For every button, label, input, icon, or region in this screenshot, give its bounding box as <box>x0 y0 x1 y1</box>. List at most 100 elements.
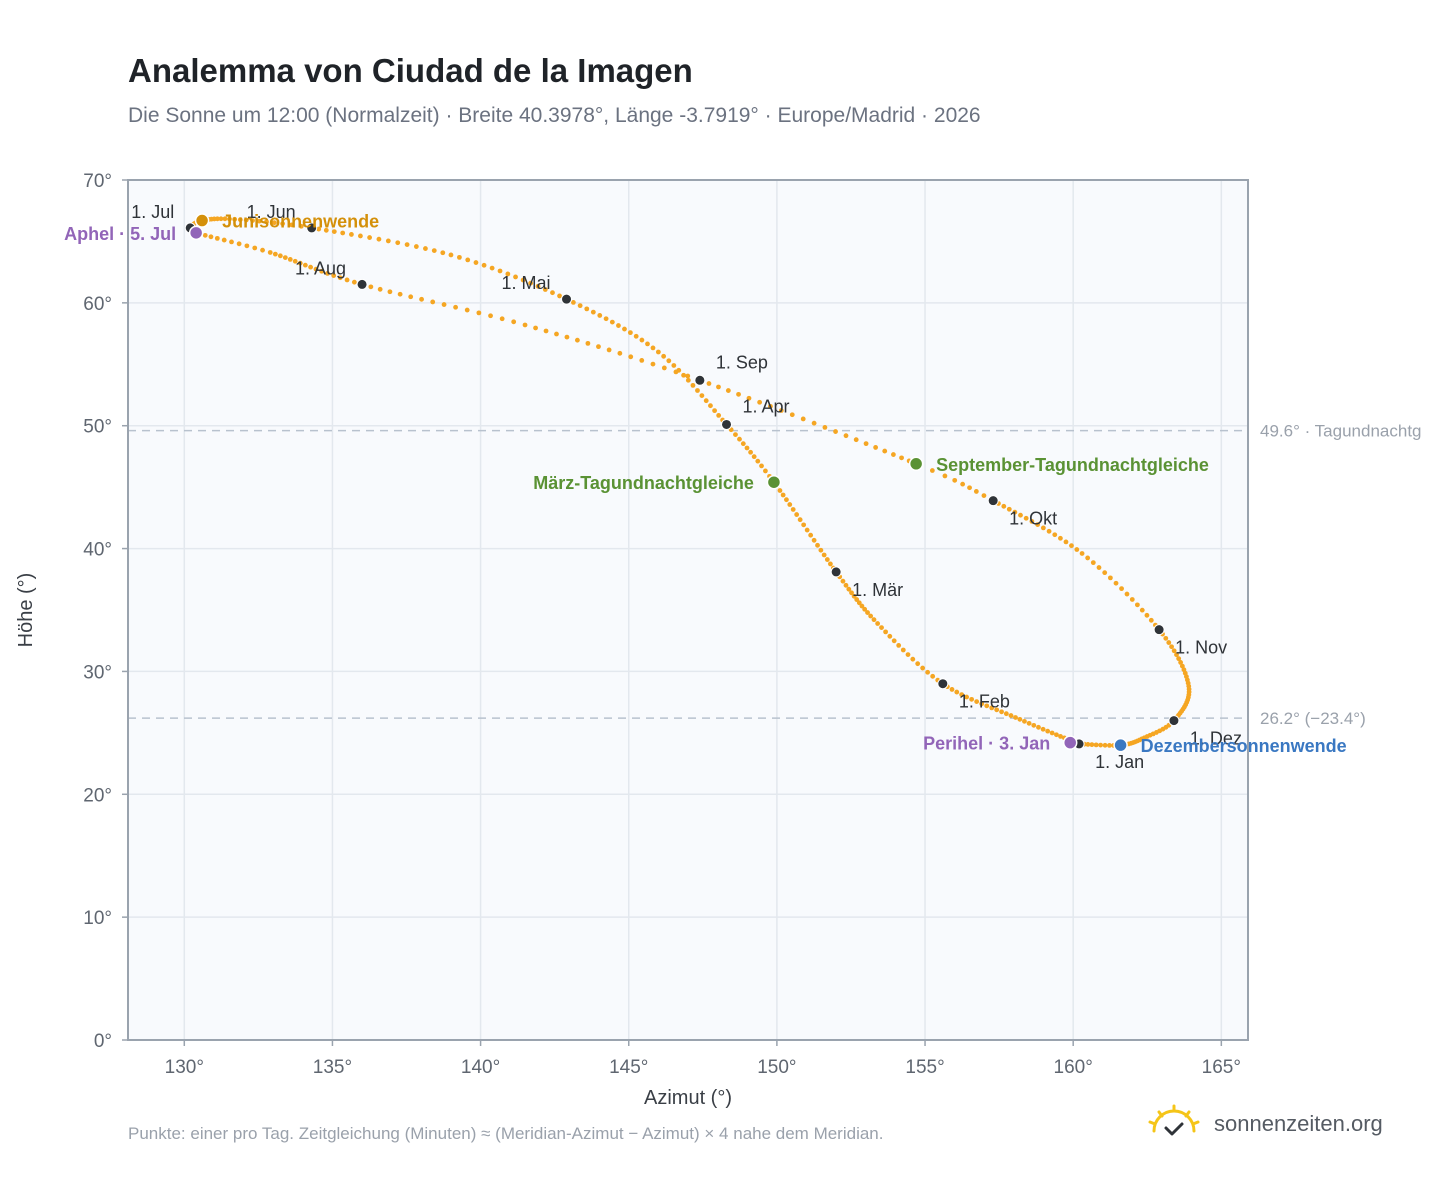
daily-point <box>308 264 313 270</box>
daily-point <box>780 492 786 498</box>
daily-point <box>628 354 634 360</box>
daily-point <box>1012 509 1018 515</box>
daily-point <box>964 694 970 700</box>
daily-point <box>1006 506 1012 512</box>
y-tick-label: 70° <box>83 171 112 192</box>
daily-point <box>564 334 570 340</box>
daily-point <box>854 597 860 602</box>
daily-point <box>1017 716 1023 722</box>
daily-point <box>351 279 357 285</box>
daily-point <box>535 283 541 289</box>
daily-point <box>645 341 650 347</box>
daily-point <box>960 481 966 487</box>
daily-point <box>430 299 436 305</box>
daily-point <box>763 468 768 474</box>
daily-point <box>737 436 742 442</box>
event-label: Perihel · 3. Jan <box>923 734 1050 754</box>
month-marker <box>987 495 999 507</box>
daily-point <box>887 633 893 639</box>
daily-point <box>1058 535 1063 541</box>
daily-point <box>824 557 830 562</box>
daily-point <box>489 265 495 271</box>
daily-point <box>900 647 906 653</box>
daily-point <box>267 250 273 255</box>
daily-point <box>952 477 958 483</box>
daily-point <box>250 218 255 223</box>
daily-point <box>974 699 980 704</box>
x-tick-label: 155° <box>905 1057 944 1078</box>
daily-point <box>746 395 752 401</box>
daily-point <box>1054 732 1059 738</box>
chart-title: Analemma von Ciudad de la Imagen <box>128 52 693 89</box>
daily-point <box>208 234 214 240</box>
axes: 130° 135° 140° 145° 150° 155° 160° 165° 0° 10° 20°… <box>83 171 1241 1078</box>
daily-point <box>616 323 621 328</box>
daily-point <box>959 692 965 698</box>
plot-area <box>128 180 1248 1040</box>
daily-point <box>222 216 228 222</box>
daily-point <box>542 287 548 292</box>
event-marker <box>194 213 210 228</box>
daily-point <box>1119 586 1124 592</box>
sun-logo-icon <box>1148 1104 1200 1145</box>
daily-point <box>481 262 487 268</box>
month-label: 1. Jun <box>247 202 296 222</box>
daily-point <box>1085 741 1091 747</box>
event-label: Junisonnenwende <box>222 212 379 232</box>
x-tick-label: 140° <box>461 1057 500 1078</box>
daily-point <box>1036 724 1041 730</box>
reference-lines: 49.6° · Tagundnachtg 26.2° (−23.4°) <box>128 422 1422 728</box>
daily-point <box>237 217 243 223</box>
daily-point <box>1013 715 1018 720</box>
daily-point <box>833 429 838 434</box>
month-label: 1. Jul <box>131 202 174 222</box>
daily-point <box>1035 522 1041 528</box>
daily-point <box>815 542 820 548</box>
daily-point <box>650 361 656 367</box>
brand-logo[interactable]: sonnenzeiten.org <box>1148 1104 1383 1144</box>
daily-point <box>606 347 612 353</box>
daily-point <box>1148 617 1154 623</box>
daily-point <box>585 340 591 346</box>
daily-point <box>1163 635 1169 641</box>
x-tick-label: 160° <box>1054 1057 1093 1078</box>
daily-point <box>1052 532 1058 538</box>
daily-point <box>757 399 763 405</box>
daily-point <box>1074 547 1080 552</box>
daily-point <box>1129 597 1135 602</box>
month-marker <box>937 678 949 690</box>
month-label: 1. Dez <box>1190 729 1242 749</box>
daily-point <box>868 613 874 619</box>
daily-point <box>811 537 817 543</box>
daily-point <box>1139 607 1145 613</box>
daily-point <box>1023 515 1029 521</box>
daily-point <box>1102 742 1108 748</box>
daily-point <box>1124 591 1130 597</box>
daily-point <box>367 235 372 240</box>
daily-point <box>1107 742 1112 748</box>
daily-point <box>282 255 288 260</box>
daily-point <box>453 304 458 310</box>
daily-point <box>929 468 935 473</box>
daily-point <box>930 673 936 679</box>
daily-point <box>751 454 757 460</box>
daily-point <box>790 507 796 512</box>
daily-point <box>476 310 482 316</box>
daily-point <box>302 262 308 268</box>
daily-point <box>260 247 265 253</box>
daily-point <box>1045 728 1051 734</box>
daily-point <box>488 313 493 319</box>
daily-point <box>431 248 437 254</box>
daily-point <box>227 216 232 222</box>
daily-point <box>808 532 814 538</box>
daily-point <box>1171 648 1177 654</box>
daily-point <box>368 284 374 290</box>
daily-point <box>910 656 916 662</box>
daily-point <box>661 353 667 359</box>
daily-point <box>804 527 810 533</box>
daily-point <box>1069 543 1074 549</box>
daily-point <box>244 243 250 249</box>
daily-point <box>671 363 677 368</box>
daily-point <box>325 270 330 276</box>
daily-point <box>423 246 428 251</box>
